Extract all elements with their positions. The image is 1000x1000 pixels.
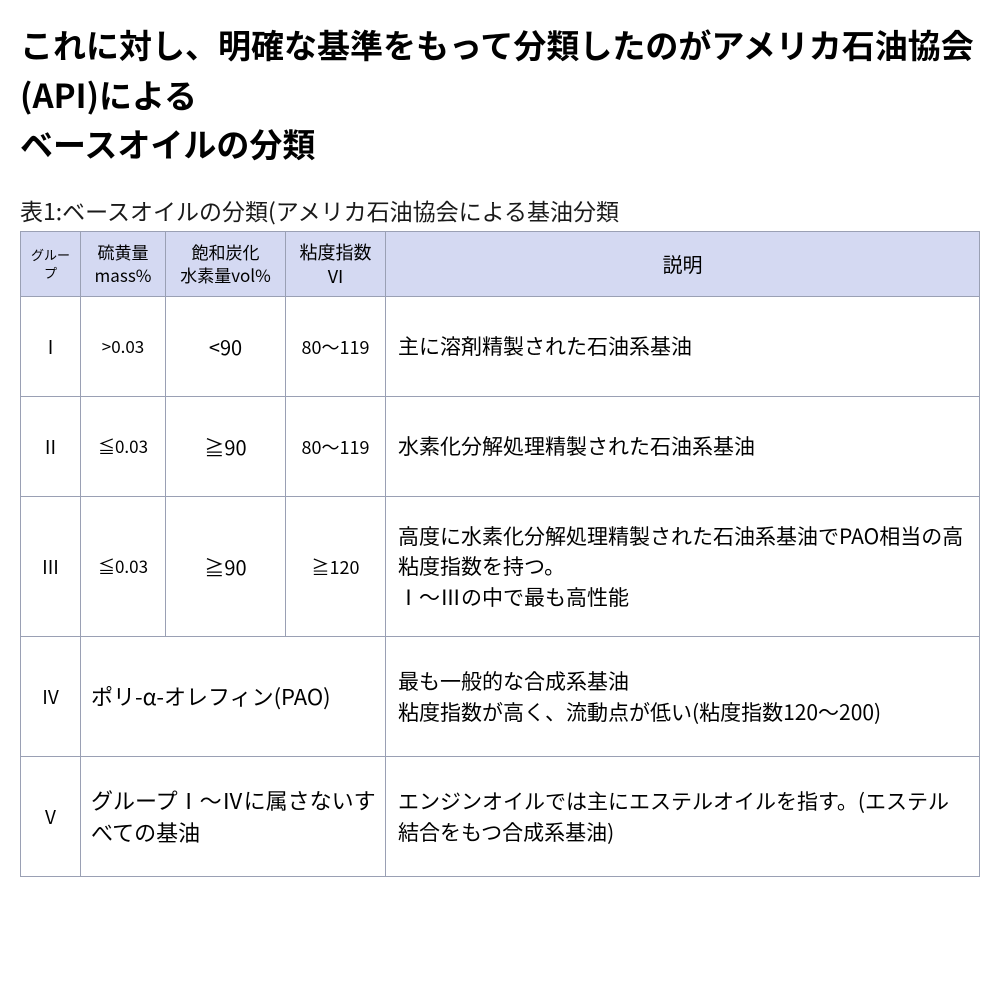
col-header-sulfur-l2: mass% xyxy=(95,262,152,287)
cell-group: V xyxy=(21,757,81,877)
cell-sat: ≧90 xyxy=(166,397,286,497)
cell-desc: エンジンオイルでは主にエステルオイルを指す。(エステル結合をもつ合成系基油) xyxy=(386,757,980,877)
cell-vi: ≧120 xyxy=(286,497,386,637)
cell-vi: 80〜119 xyxy=(286,397,386,497)
cell-desc: 最も一般的な合成系基油粘度指数が高く、流動点が低い(粘度指数120〜200) xyxy=(386,637,980,757)
table-caption: 表1:ベースオイルの分類(アメリカ石油協会による基油分類 xyxy=(20,193,980,227)
table-header-row: グループ 硫黄量 mass% 飽和炭化 水素量vol% 粘度指数 VI 説明 xyxy=(21,231,980,297)
cell-desc: 主に溶剤精製された石油系基油 xyxy=(386,297,980,397)
col-header-vi-l1: 粘度指数 xyxy=(300,239,372,265)
col-header-group: グループ xyxy=(21,231,81,297)
cell-vi: 80〜119 xyxy=(286,297,386,397)
table-row: III ≦0.03 ≧90 ≧120 高度に水素化分解処理精製された石油系基油で… xyxy=(21,497,980,637)
cell-sulfur: ≦0.03 xyxy=(81,497,166,637)
cell-merged-label: ポリ-α-オレフィン(PAO) xyxy=(81,637,386,757)
cell-sulfur: >0.03 xyxy=(81,297,166,397)
col-header-sat: 飽和炭化 水素量vol% xyxy=(166,231,286,297)
cell-sat: <90 xyxy=(166,297,286,397)
cell-merged-label: グループⅠ〜Ⅳに属さないすべての基油 xyxy=(81,757,386,877)
col-header-sulfur-l1: 硫黄量 xyxy=(98,239,149,264)
col-header-desc: 説明 xyxy=(386,231,980,297)
cell-desc: 高度に水素化分解処理精製された石油系基油でPAO相当の高粘度指数を持つ。Ⅰ〜Ⅲの… xyxy=(386,497,980,637)
page-heading: これに対し、明確な基準をもって分類したのがアメリカ石油協会(API)によるベース… xyxy=(20,20,980,169)
table-row: IV ポリ-α-オレフィン(PAO) 最も一般的な合成系基油粘度指数が高く、流動… xyxy=(21,637,980,757)
col-header-sat-l2: 水素量vol% xyxy=(180,262,271,287)
cell-desc: 水素化分解処理精製された石油系基油 xyxy=(386,397,980,497)
col-header-sat-l1: 飽和炭化 xyxy=(192,239,260,264)
base-oil-table: グループ 硫黄量 mass% 飽和炭化 水素量vol% 粘度指数 VI 説明 I… xyxy=(20,231,980,878)
cell-group: I xyxy=(21,297,81,397)
cell-group: II xyxy=(21,397,81,497)
col-header-vi: 粘度指数 VI xyxy=(286,231,386,297)
table-row: I >0.03 <90 80〜119 主に溶剤精製された石油系基油 xyxy=(21,297,980,397)
col-header-vi-l2: VI xyxy=(328,263,344,289)
cell-sat: ≧90 xyxy=(166,497,286,637)
cell-group: III xyxy=(21,497,81,637)
col-header-sulfur: 硫黄量 mass% xyxy=(81,231,166,297)
table-row: V グループⅠ〜Ⅳに属さないすべての基油 エンジンオイルでは主にエステルオイルを… xyxy=(21,757,980,877)
cell-group: IV xyxy=(21,637,81,757)
cell-sulfur: ≦0.03 xyxy=(81,397,166,497)
table-row: II ≦0.03 ≧90 80〜119 水素化分解処理精製された石油系基油 xyxy=(21,397,980,497)
